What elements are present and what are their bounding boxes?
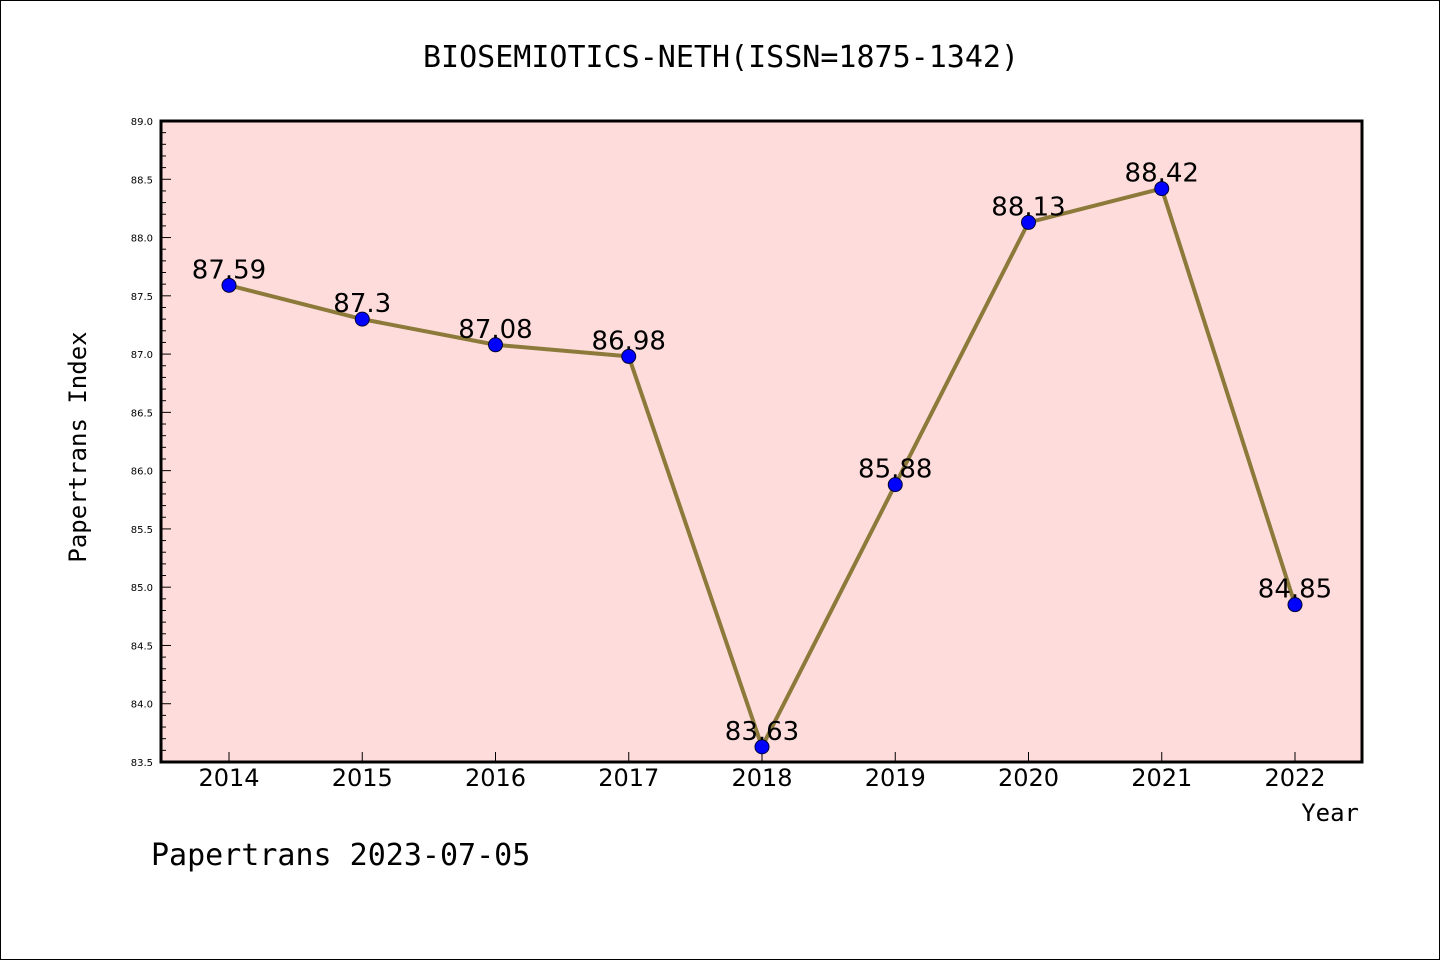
y-tick-label: 88.0 — [131, 234, 153, 245]
x-axis-label: Year — [1301, 799, 1359, 827]
data-label: 88.42 — [1125, 159, 1199, 189]
y-tick-label: 85.0 — [131, 583, 153, 594]
x-tick-label: 2019 — [865, 764, 926, 792]
y-tick-label: 88.5 — [131, 175, 153, 186]
x-tick-label: 2021 — [1131, 764, 1192, 792]
y-tick-label: 89.0 — [131, 117, 153, 128]
data-point — [621, 348, 637, 364]
y-axis-label: Papertrans Index — [64, 331, 92, 562]
data-point — [1154, 181, 1170, 197]
y-tick-label: 86.0 — [131, 467, 153, 478]
data-point — [754, 739, 770, 755]
x-tick-label: 2014 — [198, 764, 259, 792]
data-point — [887, 477, 903, 493]
data-label: 86.98 — [592, 326, 666, 356]
y-tick-label: 86.5 — [131, 408, 153, 419]
data-label: 87.3 — [333, 289, 391, 319]
plot-area — [159, 119, 1364, 764]
x-axis: 2014 2015 2016 2017 2018 2019 2020 2021 2022 — [198, 752, 1326, 792]
data-point — [488, 337, 503, 353]
y-tick-label: 84.0 — [131, 700, 153, 711]
data-point — [354, 311, 370, 327]
y-tick-label: 85.5 — [131, 525, 153, 536]
y-axis: 83.5 84.0 84.5 85.0 85.5 86.0 86.5 87.0 87.5 88.0… — [131, 117, 171, 769]
data-label: 87.59 — [192, 255, 266, 285]
y-tick-label: 87.5 — [131, 292, 153, 303]
x-tick-label: 2020 — [998, 764, 1059, 792]
data-point — [1287, 597, 1303, 613]
y-tick-label: 84.5 — [131, 641, 153, 652]
footer-text: Papertrans 2023-07-05 — [151, 838, 530, 873]
data-label: 88.13 — [991, 192, 1065, 222]
x-tick-label: 2015 — [332, 764, 393, 792]
data-point — [221, 277, 237, 293]
series-markers — [221, 181, 1303, 755]
y-tick-label: 87.0 — [131, 350, 153, 361]
data-point — [1021, 214, 1036, 230]
x-tick-label: 2018 — [731, 764, 792, 792]
x-tick-label: 2017 — [598, 764, 659, 792]
x-tick-label: 2022 — [1264, 764, 1325, 792]
data-label: 87.08 — [458, 315, 532, 345]
data-label: 85.88 — [858, 455, 932, 485]
y-tick-label: 83.5 — [131, 758, 153, 769]
chart-title: BIOSEMIOTICS-NETH(ISSN=1875-1342) — [423, 40, 1019, 75]
x-tick-label: 2016 — [465, 764, 526, 792]
data-label: 83.63 — [725, 717, 799, 747]
data-labels: 87.59 87.3 87.08 86.98 83.63 85.88 88.13 88.42 8… — [192, 159, 1332, 747]
data-label: 84.85 — [1258, 575, 1332, 605]
